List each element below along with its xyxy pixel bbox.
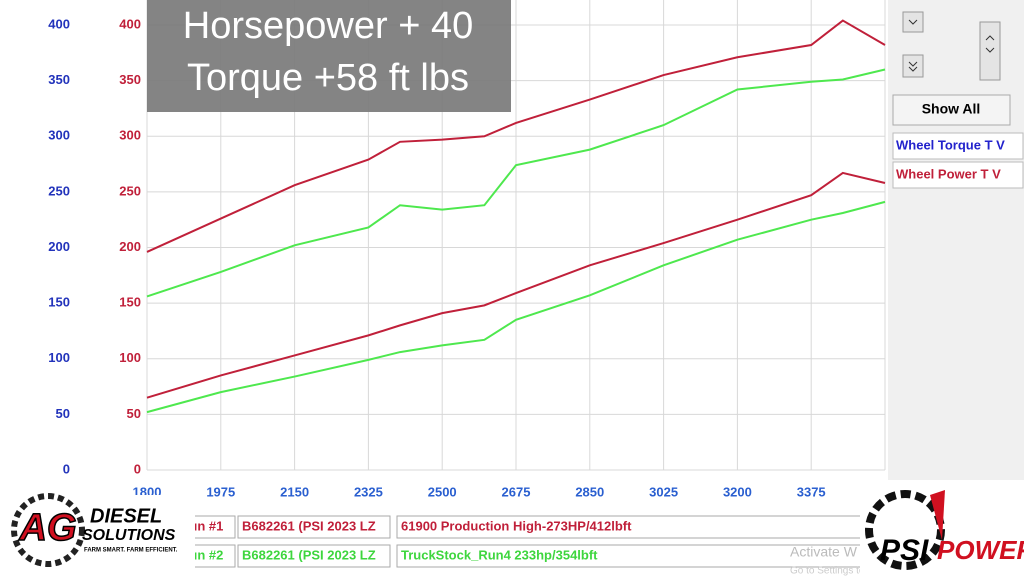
series-line: [146, 68, 886, 298]
y-tick-label: 300: [48, 128, 70, 143]
series-line: [146, 171, 886, 399]
x-tick-label: 3375: [797, 484, 826, 499]
gear-icon: [11, 493, 85, 567]
run-cell: [237, 544, 391, 568]
y2-tick-label: 150: [119, 295, 141, 310]
logo-text: DIESEL: [90, 505, 162, 527]
button-label: Show All: [922, 101, 981, 117]
series-line: [146, 200, 886, 414]
icon: [985, 35, 995, 53]
logo-text: SOLUTIONS: [82, 527, 176, 544]
y-tick-label: 0: [63, 461, 70, 476]
logo-text: AG: [19, 507, 77, 549]
watermark: Activate W: [790, 544, 858, 560]
gauge-needle: [930, 490, 945, 540]
y-tick-label: 200: [48, 239, 70, 254]
y-tick-label: 150: [48, 295, 70, 310]
run-file: B682261 (PSI 2023 LZ: [242, 518, 376, 533]
logo-text: FARM SMART. FARM EFFICIENT.: [84, 548, 178, 554]
run-description: 61900 Production High-273HP/412lbft: [401, 518, 632, 533]
x-tick-label: 2850: [575, 484, 604, 499]
x-tick-label: 1975: [206, 484, 235, 499]
y2-tick-label: 350: [119, 72, 141, 87]
y2-tick-label: 50: [127, 406, 141, 421]
y2-tick-label: 100: [119, 350, 141, 365]
annotation: Horsepower + 40: [183, 5, 473, 47]
y2-tick-label: 200: [119, 239, 141, 254]
legend-label: Wheel Power T V: [896, 166, 1001, 181]
legend-item[interactable]: [892, 132, 1024, 160]
side-panel: [888, 0, 1024, 480]
logo-bg: [0, 495, 195, 576]
logo-text: PSI: [880, 534, 929, 567]
scroll-button[interactable]: [979, 21, 1001, 81]
x-tick-label: 3200: [723, 484, 752, 499]
scroll-button[interactable]: [902, 11, 924, 33]
y2-tick-label: 300: [119, 128, 141, 143]
x-tick-label: 3025: [649, 484, 678, 499]
y2-tick-label: 400: [119, 16, 141, 31]
run-description: TruckStock_Run4 233hp/354lbft: [401, 547, 598, 562]
legend-label: Wheel Torque T V: [896, 137, 1005, 152]
y-tick-label: 350: [48, 72, 70, 87]
run-file: B682261 (PSI 2023 LZ: [242, 547, 376, 562]
icon: [908, 61, 918, 72]
annotation-box: [147, 0, 511, 112]
y2-tick-label: 250: [119, 183, 141, 198]
run-cell: [237, 515, 391, 539]
y-tick-label: 250: [48, 183, 70, 198]
x-tick-label: 2150: [280, 484, 309, 499]
y-tick-label: 100: [48, 350, 70, 365]
logo-text: POWER: [937, 535, 1024, 565]
x-tick-label: 2675: [502, 484, 531, 499]
y-tick-label: 50: [56, 406, 70, 421]
x-tick-label: 2325: [354, 484, 383, 499]
show-all-button[interactable]: [892, 94, 1011, 126]
legend-item[interactable]: [892, 161, 1024, 189]
y-tick-label: 400: [48, 16, 70, 31]
icon: [908, 19, 918, 25]
x-tick-label: 2500: [428, 484, 457, 499]
series-line: [146, 19, 886, 253]
annotation: Torque +58 ft lbs: [187, 57, 469, 99]
y2-tick-label: 0: [134, 461, 141, 476]
